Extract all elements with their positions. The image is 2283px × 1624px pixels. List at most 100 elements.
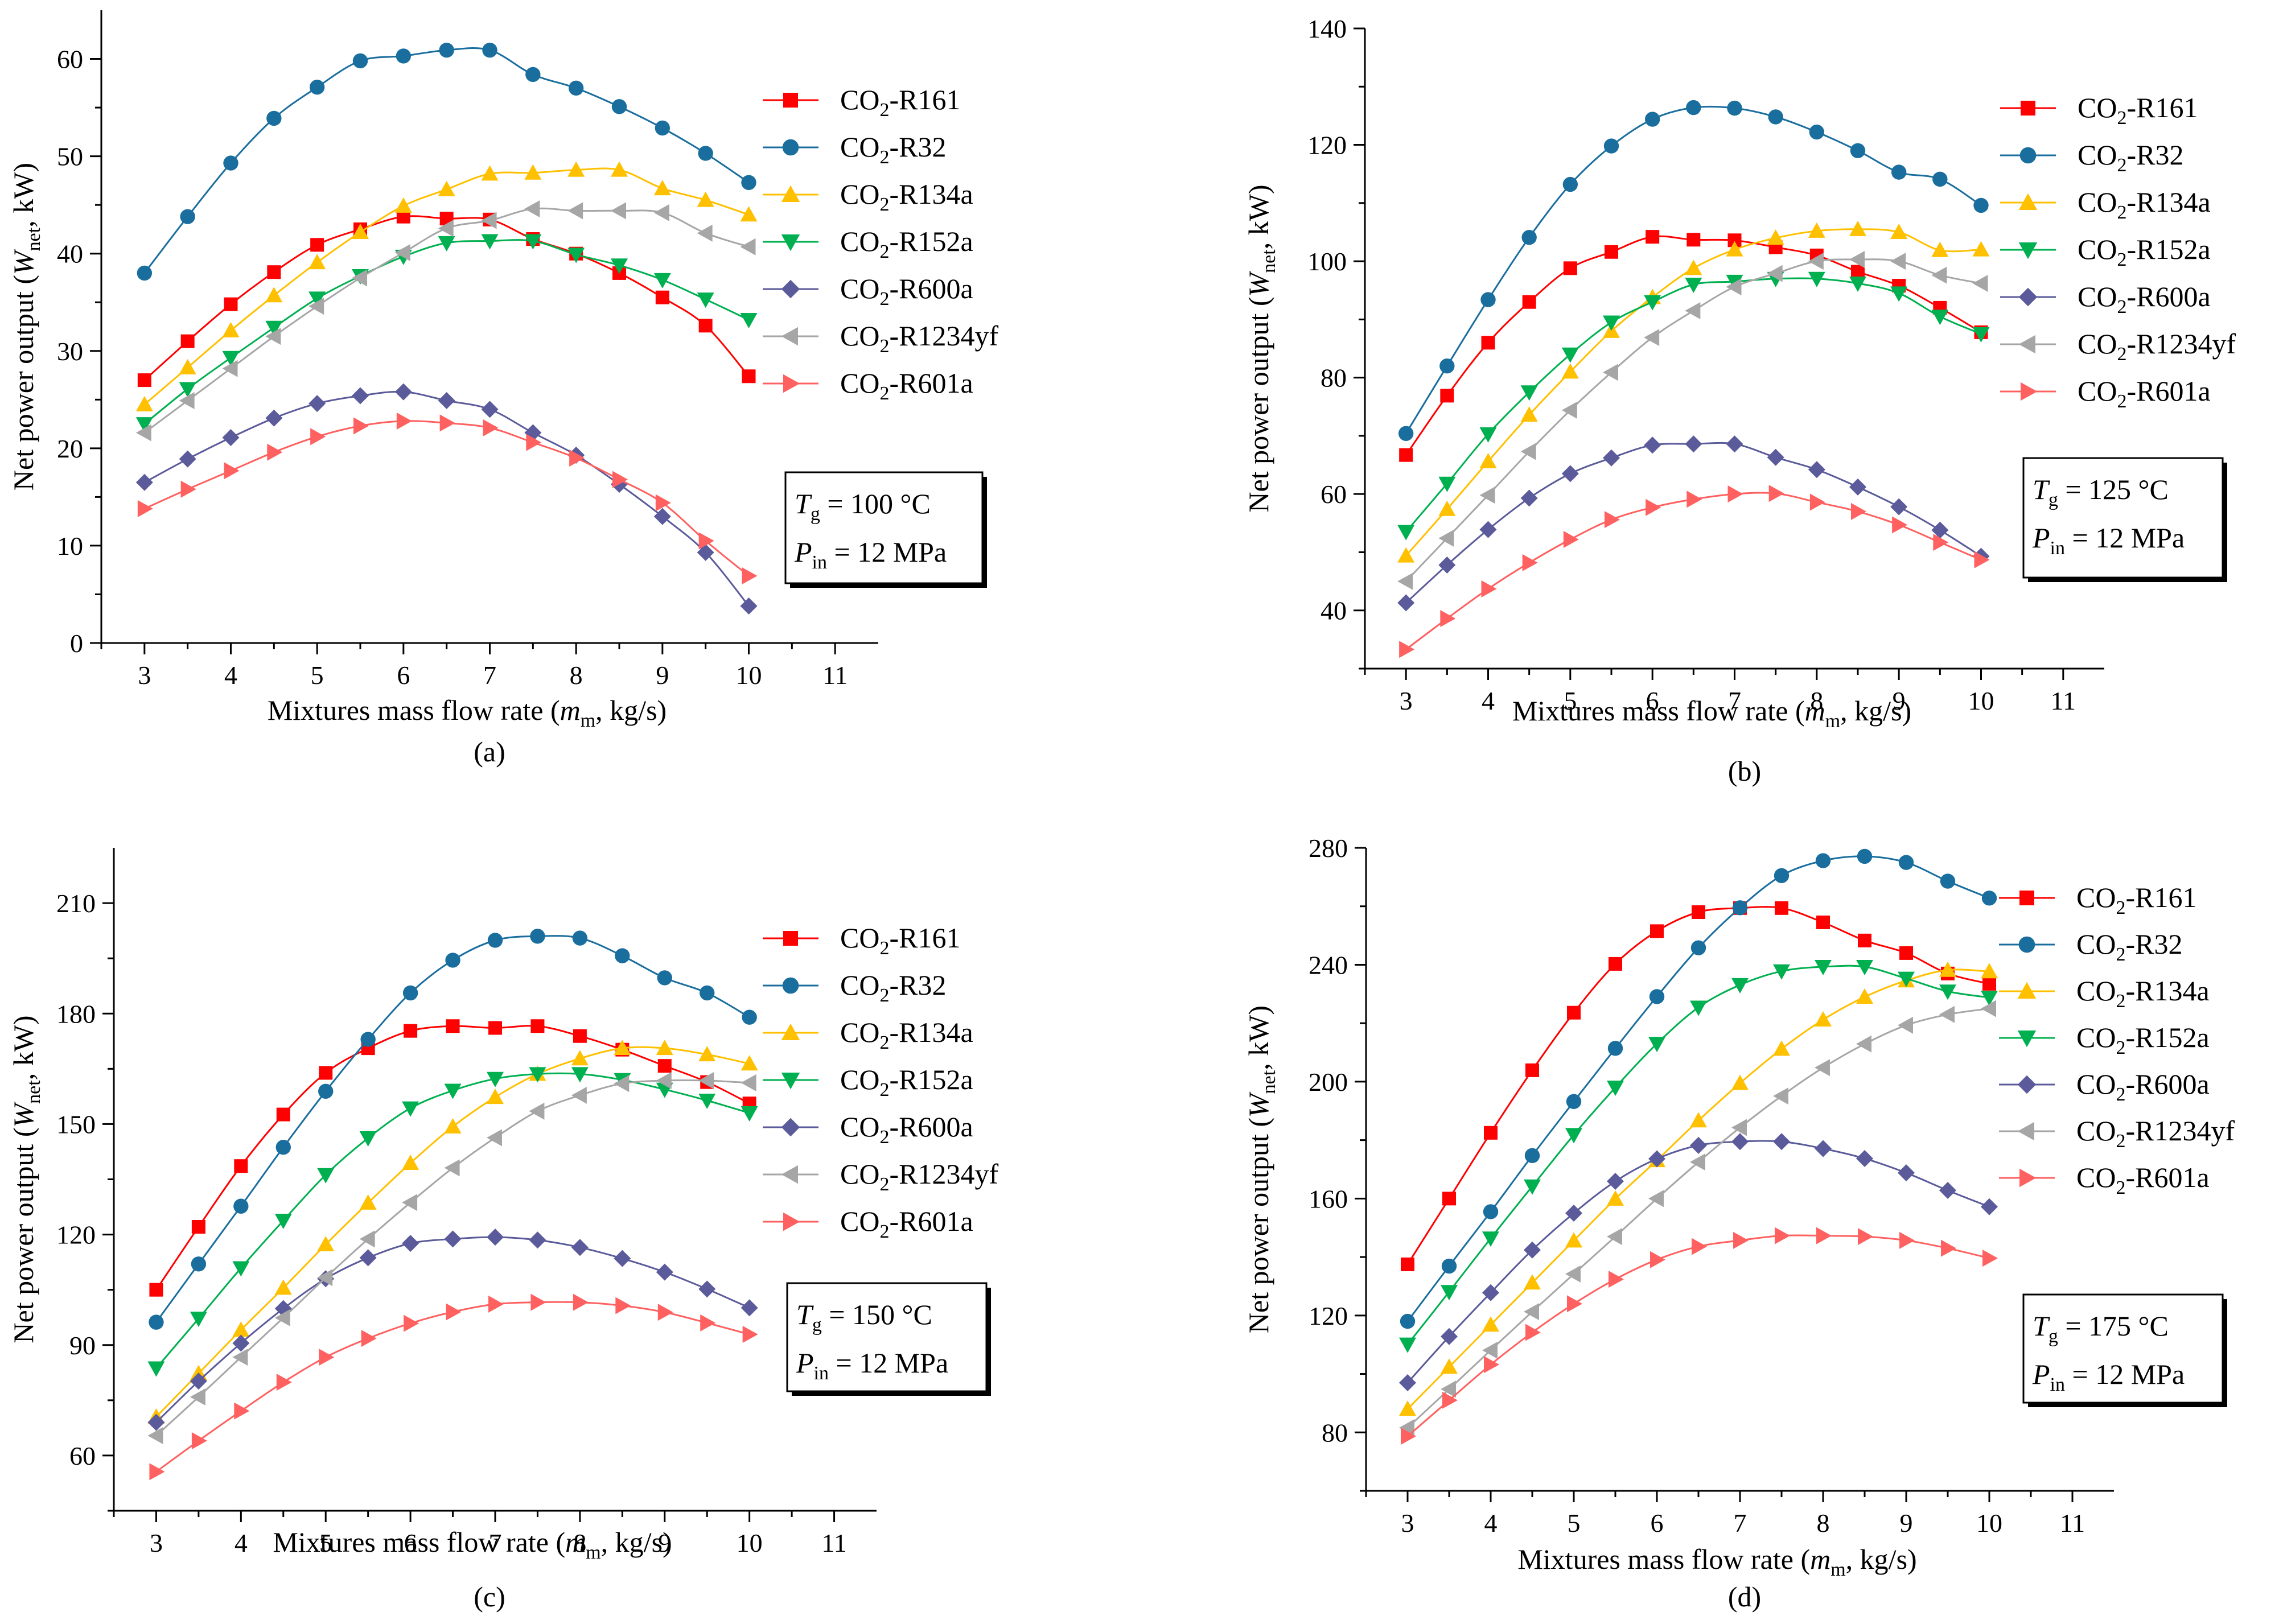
legend-marker [782,139,799,156]
legend-label: CO2-R161 [2078,92,2198,129]
data-point [308,254,326,270]
data-point [1775,1227,1790,1244]
x-tick-label: 4 [235,1528,248,1557]
data-point [402,985,418,1001]
data-point [1520,489,1538,507]
data-point [232,1321,250,1337]
data-point [1483,1204,1499,1219]
data-point [396,412,412,430]
data-point [1732,900,1748,916]
data-point [360,1032,376,1047]
data-point [1690,1136,1707,1154]
data-point [1686,491,1702,508]
data-point [1607,1081,1624,1097]
data-point [1690,1000,1707,1016]
data-point [1849,220,1866,236]
data-point [1481,336,1495,350]
data-point [276,1107,290,1122]
data-point [191,1432,207,1450]
data-point [1607,1173,1624,1190]
data-point [611,258,628,274]
data-point [319,1066,333,1080]
data-point [265,320,283,336]
data-point [1857,848,1873,864]
data-point [1851,265,1865,279]
data-point [481,401,499,418]
data-point [700,985,715,1001]
data-point [179,450,196,468]
x-tick-label: 4 [224,661,237,690]
data-point [742,1009,757,1025]
x-tick-label: 7 [1734,1508,1747,1538]
data-point [1521,229,1537,245]
data-point [1816,915,1830,929]
data-point [1607,1190,1624,1206]
data-point [274,1279,292,1295]
series-line [143,167,749,406]
data-point [359,1194,377,1210]
panel-caption: (c) [474,1581,505,1613]
data-point [135,417,153,433]
legend-label: CO2-R161 [840,84,960,121]
data-point [1567,1295,1582,1313]
legend-label: CO2-R601a [2078,375,2211,412]
data-point [614,1250,631,1267]
data-point [1438,476,1456,492]
data-point [741,1299,758,1317]
legend-marker [2018,193,2038,210]
y-tick-label: 120 [1309,1301,1348,1330]
data-point [698,319,713,333]
legend-label: CO2-R152a [840,225,973,262]
data-point [1815,1140,1832,1157]
legend-marker [2021,101,2035,116]
data-point [149,1314,164,1330]
data-point [135,473,153,491]
data-point [1972,241,1990,257]
y-tick-label: 120 [1307,131,1347,160]
data-point [1731,1074,1749,1090]
data-point [222,321,240,337]
legend-marker [783,93,798,108]
data-point [180,480,196,498]
legend-label: CO2-R32 [2078,139,2183,176]
data-point [190,1388,205,1406]
data-point [1981,990,1998,1006]
y-tick-label: 0 [70,629,83,658]
data-point [1442,1391,1458,1409]
y-tick-label: 120 [56,1221,96,1250]
data-point [232,1349,248,1366]
data-point [1484,1126,1498,1140]
data-point [571,1050,589,1066]
data-point [135,424,151,442]
data-point [1726,278,1742,296]
data-point [191,1219,205,1234]
legend-marker [783,374,800,393]
data-point [698,146,713,161]
x-tick-label: 11 [2051,686,2076,715]
data-point [529,1231,546,1249]
data-point [653,204,669,221]
data-point [1440,610,1456,628]
data-point [1931,521,1949,539]
legend-label: CO2-R1234yf [2078,328,2236,365]
data-point [1981,963,1998,979]
data-point [1858,933,1871,947]
panel-caption: (d) [1728,1581,1761,1613]
data-point [274,1213,292,1229]
data-point [1650,1251,1665,1268]
data-point [1561,401,1577,419]
y-tick-label: 40 [57,240,83,269]
data-point [1767,265,1783,282]
data-point [1561,363,1579,379]
series-r600a [1397,435,1990,612]
data-point [359,1230,375,1248]
data-point [1899,1231,1915,1249]
x-tick-label: 9 [1893,686,1906,715]
y-tick-label: 10 [57,531,83,560]
data-point [274,1309,290,1326]
y-tick-label: 80 [1321,364,1347,393]
data-point [1815,1059,1830,1077]
data-point [1768,109,1783,125]
data-point [1892,516,1908,534]
y-tick-label: 40 [1321,596,1347,625]
